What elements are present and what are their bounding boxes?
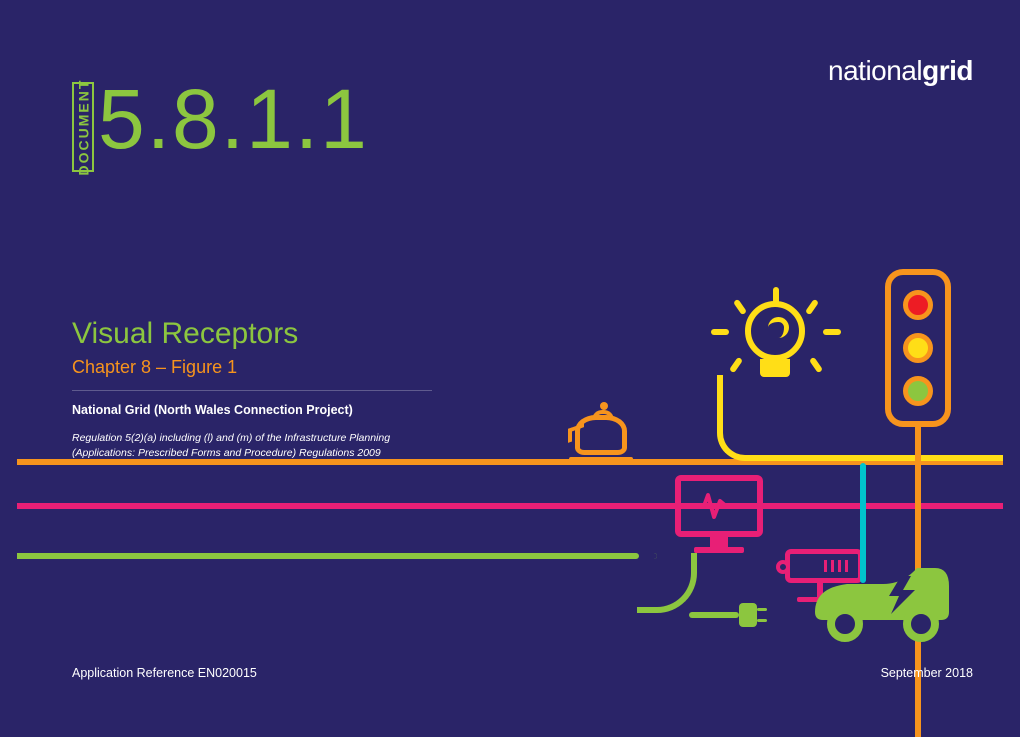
monitor-stand bbox=[710, 537, 728, 547]
magenta-wire bbox=[17, 503, 1003, 509]
logo-part1: national bbox=[828, 55, 922, 86]
lightbulb-ray bbox=[729, 357, 743, 374]
document-number-block: DOCUMENT 5.8.1.1 bbox=[72, 82, 369, 172]
document-cover: nationalgrid DOCUMENT 5.8.1.1 Visual Rec… bbox=[16, 16, 1004, 705]
document-number: 5.8.1.1 bbox=[98, 82, 369, 158]
traffic-light-green bbox=[903, 376, 933, 406]
chapter-line: Chapter 8 – Figure 1 bbox=[72, 357, 432, 391]
monitor-base bbox=[694, 547, 744, 553]
kettle-body bbox=[575, 415, 627, 455]
lightbulb-glass bbox=[745, 301, 805, 361]
document-tag-label: DOCUMENT bbox=[75, 79, 91, 176]
kettle-spout bbox=[568, 423, 584, 443]
document-tag: DOCUMENT bbox=[72, 82, 94, 172]
traffic-light-red bbox=[903, 290, 933, 320]
project-name: National Grid (North Wales Connection Pr… bbox=[72, 403, 432, 417]
lightbulb-ray bbox=[773, 287, 779, 305]
document-title: Visual Receptors bbox=[72, 317, 432, 351]
lightbulb-ray bbox=[805, 299, 819, 316]
lightbulb-ray bbox=[711, 329, 729, 335]
kettle-coil bbox=[517, 459, 577, 465]
kettle-icon bbox=[575, 415, 633, 463]
regulation-line-2: (Applications: Prescribed Forms and Proc… bbox=[72, 447, 381, 459]
lightbulb-ray bbox=[809, 357, 823, 374]
lightbulb-icon bbox=[745, 301, 805, 377]
monitor-icon bbox=[675, 475, 763, 553]
traffic-light-amber bbox=[903, 333, 933, 363]
lightbulb-cap bbox=[760, 359, 790, 377]
application-reference: Application Reference EN020015 bbox=[72, 666, 257, 680]
green-wire bbox=[17, 553, 657, 559]
monitor-screen bbox=[675, 475, 763, 537]
kettle-lid bbox=[592, 410, 614, 420]
title-block: Visual Receptors Chapter 8 – Figure 1 Na… bbox=[72, 317, 432, 460]
regulation-text: Regulation 5(2)(a) including (l) and (m)… bbox=[72, 431, 432, 460]
nationalgrid-logo: nationalgrid bbox=[828, 55, 973, 87]
plug-cord bbox=[689, 612, 739, 618]
electric-car-icon bbox=[805, 554, 955, 644]
heartbeat-icon bbox=[694, 491, 744, 521]
lightbulb-ray bbox=[823, 329, 841, 335]
green-wire-curl bbox=[637, 553, 697, 613]
traffic-light-box bbox=[885, 269, 951, 427]
kettle-knob bbox=[600, 402, 608, 410]
logo-part2: grid bbox=[922, 55, 973, 86]
plug-head bbox=[739, 603, 757, 627]
footer: Application Reference EN020015 September… bbox=[72, 666, 973, 680]
kettle-base bbox=[569, 457, 633, 463]
projector-lens bbox=[776, 560, 790, 574]
plug-icon bbox=[689, 603, 757, 627]
document-date: September 2018 bbox=[881, 666, 973, 680]
regulation-line-1: Regulation 5(2)(a) including (l) and (m)… bbox=[72, 432, 390, 444]
yellow-wire-bend bbox=[717, 375, 773, 461]
